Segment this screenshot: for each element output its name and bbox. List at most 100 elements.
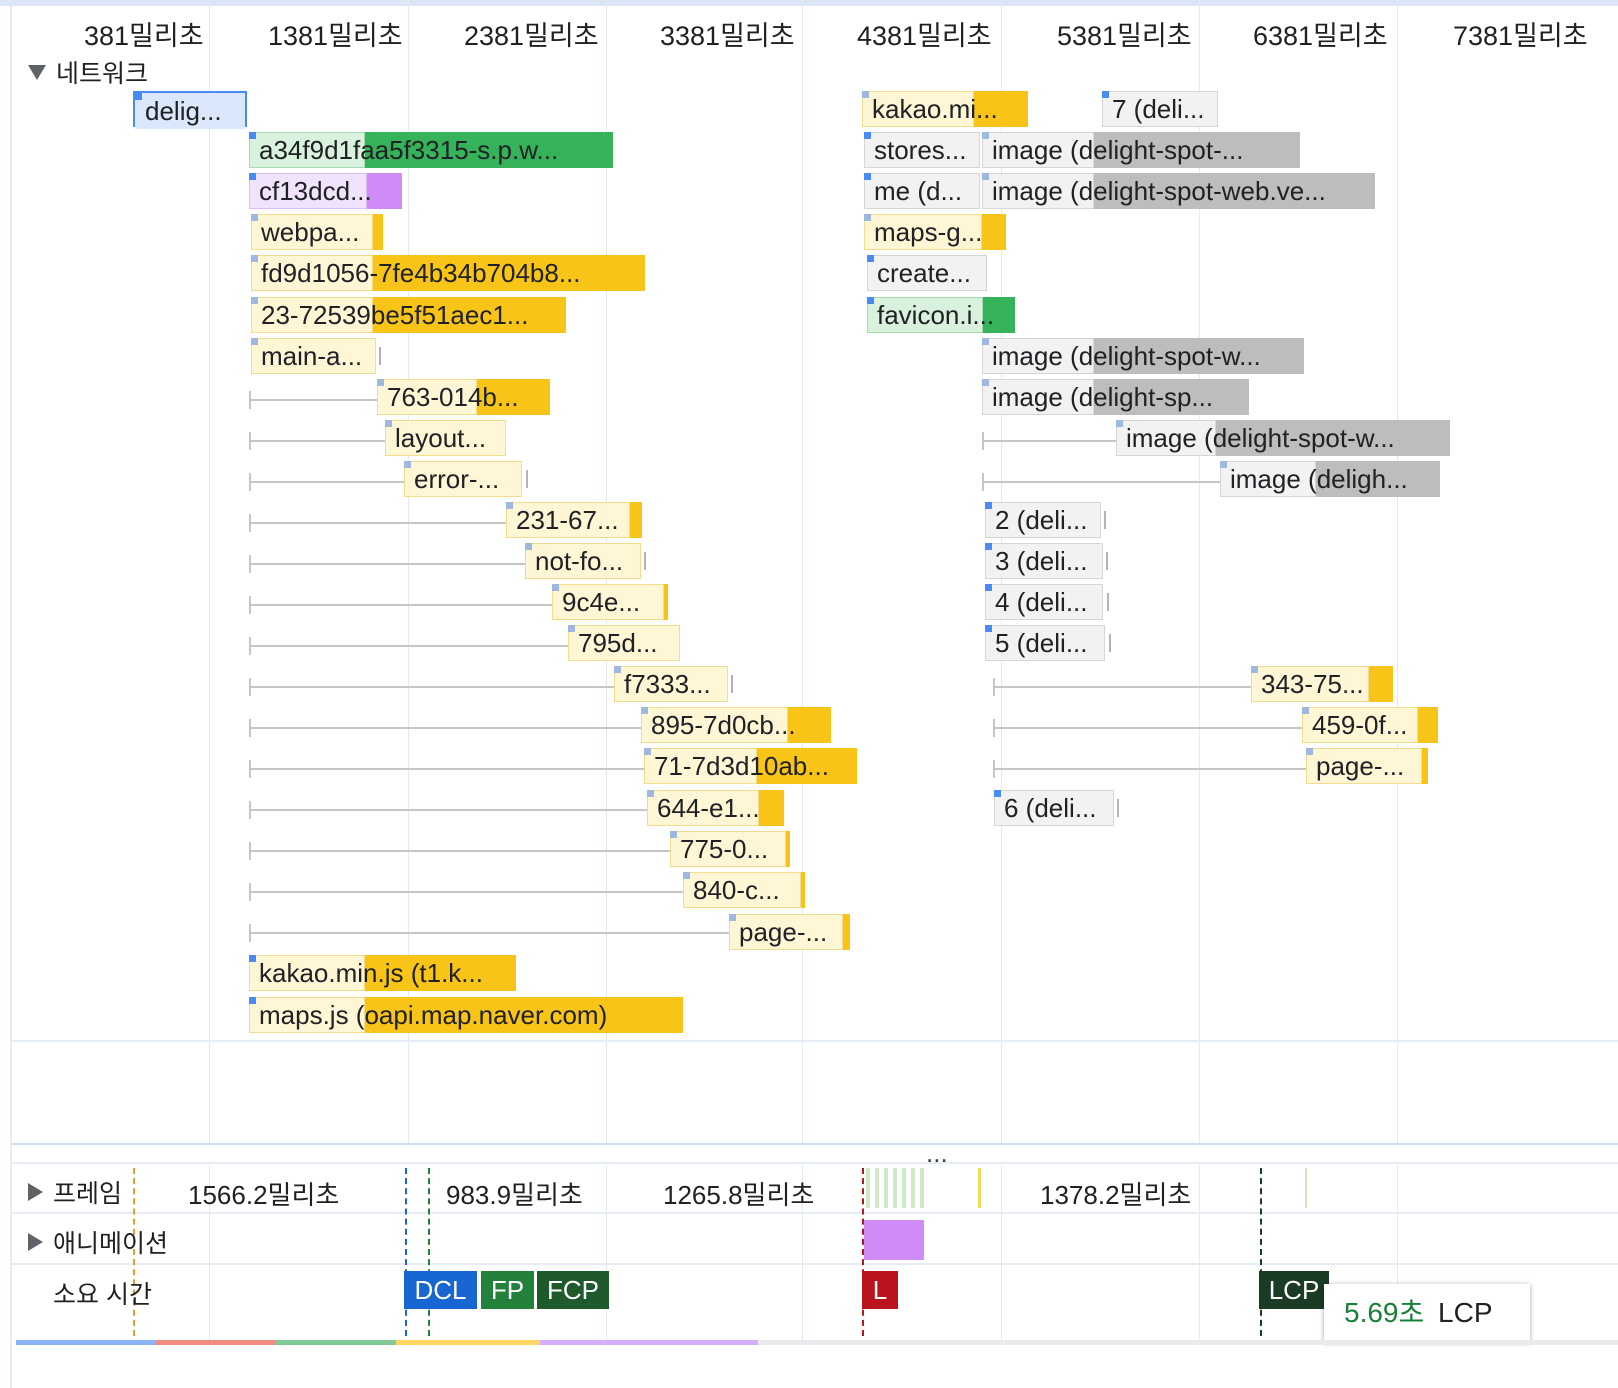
summary-strip (540, 1340, 758, 1345)
summary-strip (156, 1340, 276, 1345)
request-download-segment (788, 707, 831, 743)
request-download-segment (843, 914, 850, 950)
track-splitter[interactable] (12, 1143, 1618, 1145)
network-request-bar[interactable]: error-... (404, 461, 528, 497)
network-request-bar[interactable]: image (delight-spot-web.ve... (982, 173, 1375, 209)
network-request-bar[interactable]: 6 (deli... (994, 790, 1119, 826)
network-request-bar[interactable]: 9c4e... (552, 584, 668, 620)
network-request-bar[interactable]: image (delight-sp... (982, 379, 1249, 415)
network-request-bar[interactable]: webpa... (251, 214, 383, 250)
request-waiting-segment (864, 132, 980, 168)
frames-track-toggle[interactable]: 프레임 (28, 1174, 122, 1210)
ruler-tick: 5381밀리초 (1057, 21, 1192, 51)
request-waiting-segment (867, 297, 983, 333)
network-request-bar[interactable]: maps-g... (864, 214, 1006, 250)
frame-duration[interactable]: 1265.8밀리초 (663, 1180, 815, 1210)
request-waiting-segment (729, 914, 843, 950)
network-request-bar[interactable]: kakao.mi... (862, 91, 1028, 127)
frame-duration[interactable]: 1378.2밀리초 (1040, 1180, 1192, 1210)
network-request-bar[interactable]: cf13dcd... (249, 173, 402, 209)
short-frames[interactable] (866, 1168, 924, 1208)
network-request-bar[interactable]: 5 (deli... (985, 625, 1111, 661)
network-request-bar[interactable]: image (delight-spot-w... (1116, 420, 1450, 456)
network-request-bar[interactable]: stores... (864, 132, 980, 168)
network-request-bar[interactable]: fd9d1056-7fe4b34b704b8... (251, 255, 645, 291)
request-whisker (249, 555, 526, 573)
request-label: me (d... (874, 176, 963, 206)
request-label: page-... (1316, 751, 1405, 781)
network-request-bar[interactable]: maps.js (oapi.map.naver.com) (249, 997, 683, 1033)
network-request-bar[interactable]: kakao.min.js (t1.k... (249, 955, 516, 991)
network-request-bar[interactable]: 763-014b... (377, 379, 550, 415)
request-priority-icon (867, 297, 874, 304)
network-request-bar[interactable]: f7333... (614, 666, 733, 702)
network-request-bar[interactable]: image (delight-spot-w... (982, 338, 1304, 374)
request-waiting-segment (568, 625, 680, 661)
network-request-bar[interactable]: 4 (deli... (985, 584, 1109, 620)
request-download-segment (373, 255, 645, 291)
request-whisker (249, 760, 645, 778)
request-waiting-segment (670, 831, 786, 867)
animations-track-toggle[interactable]: 애니메이션 (28, 1224, 168, 1260)
network-request-bar[interactable]: image (deligh... (1220, 461, 1440, 497)
section-divider (12, 1212, 1618, 1214)
fcp-marker[interactable]: FCP (537, 1271, 609, 1309)
request-download-segment (373, 214, 383, 250)
frame-duration[interactable]: 983.9밀리초 (446, 1180, 583, 1210)
request-tail (1104, 511, 1106, 529)
request-priority-icon (404, 461, 411, 468)
request-priority-icon (862, 91, 869, 98)
request-priority-icon (867, 255, 874, 262)
network-request-bar[interactable]: 459-0f... (1302, 707, 1438, 743)
network-request-bar[interactable]: delig... (133, 91, 247, 129)
network-request-bar[interactable]: page-... (729, 914, 850, 950)
load-marker[interactable]: L (862, 1271, 898, 1309)
grid-line (1199, 0, 1200, 1145)
network-request-bar[interactable]: me (d... (864, 173, 980, 209)
network-request-bar[interactable]: not-fo... (525, 543, 646, 579)
network-request-bar[interactable]: 71-7d3d10ab... (644, 748, 857, 784)
network-request-bar[interactable]: a34f9d1faa5f3315-s.p.w... (249, 132, 613, 168)
network-request-bar[interactable]: 895-7d0cb... (641, 707, 831, 743)
network-request-bar[interactable]: 840-c... (683, 872, 805, 908)
fp-marker[interactable]: FP (481, 1271, 534, 1309)
network-request-bar[interactable]: 23-72539be5f51aec1... (251, 297, 566, 333)
frame-duration[interactable]: 1566.2밀리초 (188, 1180, 340, 1210)
request-label: fd9d1056-7fe4b34b704b8... (261, 258, 581, 288)
lcp-marker[interactable]: LCP (1259, 1271, 1329, 1309)
request-download-segment (365, 955, 516, 991)
network-request-bar[interactable]: main-a... (251, 338, 381, 374)
request-priority-icon (251, 297, 258, 304)
network-request-bar[interactable]: 343-75... (1251, 666, 1393, 702)
expand-triangle-icon (28, 1233, 43, 1251)
network-request-bar[interactable]: 7 (deli... (1102, 91, 1218, 127)
timings-track-label: 소요 시간 (53, 1281, 152, 1309)
network-request-bar[interactable]: 3 (deli... (985, 543, 1108, 579)
network-request-bar[interactable]: favicon.i... (867, 297, 1015, 333)
network-request-bar[interactable]: layout... (385, 420, 506, 456)
request-label: error-... (414, 464, 500, 494)
expand-triangle-icon (28, 1183, 43, 1201)
network-request-bar[interactable]: image (delight-spot-... (982, 132, 1300, 168)
network-request-bar[interactable]: create... (867, 255, 987, 291)
network-request-bar[interactable]: 775-0... (670, 831, 790, 867)
network-request-bar[interactable]: page-... (1306, 748, 1428, 784)
dcl-marker[interactable]: DCL (404, 1271, 477, 1309)
network-request-bar[interactable]: 795d... (568, 625, 680, 661)
request-label: f7333... (624, 669, 711, 699)
request-label: page-... (739, 917, 828, 947)
network-section-toggle[interactable]: 네트워크 (28, 54, 148, 90)
load-line (862, 1168, 864, 1336)
network-request-bar[interactable]: 2 (deli... (985, 502, 1106, 538)
request-waiting-segment (864, 173, 980, 209)
network-request-bar[interactable]: 644-e1... (647, 790, 784, 826)
animation-block[interactable] (864, 1220, 924, 1260)
request-waiting-segment (135, 93, 245, 129)
request-label: 459-0f... (1312, 710, 1408, 740)
network-request-bar[interactable]: 231-67... (506, 502, 642, 538)
request-download-segment (1216, 420, 1450, 456)
request-label: maps-g... (874, 217, 983, 247)
request-label: 763-014b... (387, 382, 519, 412)
request-label: image (delight-spot-web.ve... (992, 176, 1326, 206)
request-label: image (delight-spot-w... (1126, 423, 1395, 453)
